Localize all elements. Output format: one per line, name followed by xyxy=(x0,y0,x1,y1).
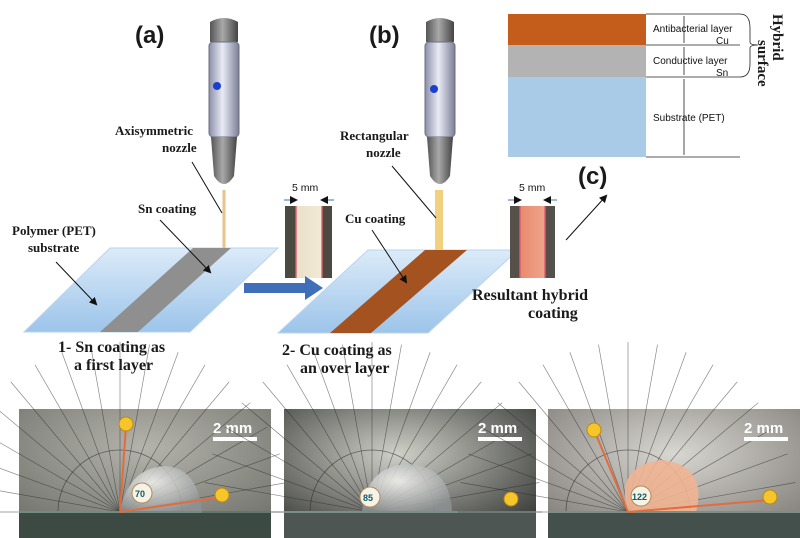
protractor-ray xyxy=(61,352,121,513)
sn-coating-strip xyxy=(100,248,231,332)
contact-angle-1: 70 xyxy=(135,489,145,499)
step1-label-line2: a first layer xyxy=(74,357,153,374)
antibacterial-layer-label: Antibacterial layer xyxy=(653,24,733,35)
rectangular-label: Rectangular nozzle xyxy=(340,128,409,160)
process-arrow xyxy=(244,276,323,300)
cu-layer-label: Cu xyxy=(716,36,729,47)
protractor-ray xyxy=(480,426,629,513)
step2-label-line1: 2- Cu coating as xyxy=(282,342,392,359)
protractor-ray xyxy=(212,453,373,513)
sn-coating-pointer xyxy=(159,219,212,274)
cu-coating-pointer xyxy=(371,229,408,284)
panel-tag-a: (a) xyxy=(135,22,164,49)
axisymmetric-nozzle xyxy=(208,18,240,248)
axisymmetric-label-line1: Axisymmetric xyxy=(115,123,193,138)
contact-angle-photo-3: 122 2 mm xyxy=(458,342,800,538)
protractor-ray xyxy=(0,442,121,513)
cu-coating-label: Cu coating xyxy=(345,211,406,226)
protractor-ray xyxy=(468,453,629,513)
axisymmetric-label-line2: nozzle xyxy=(162,140,197,155)
protractor-ray xyxy=(119,352,179,513)
antibacterial-layer-block xyxy=(508,14,646,45)
scale-bar-1: 2 mm xyxy=(213,420,252,437)
scale-bar-2: 2 mm xyxy=(478,420,517,437)
step2-label: 2- Cu coating as an over layer xyxy=(282,342,392,377)
protractor-ray xyxy=(313,352,373,513)
rectangular-label-line1: Rectangular xyxy=(340,128,409,143)
cu-strip-detail xyxy=(508,196,557,278)
step1-label-line1: 1- Sn coating as xyxy=(58,339,165,356)
axisymmetric-pointer xyxy=(191,161,223,214)
conductive-layer-block xyxy=(508,45,646,77)
protractor-ray xyxy=(0,410,121,513)
protractor-ray xyxy=(0,467,121,513)
protractor-ray xyxy=(90,344,121,513)
protractor-ray xyxy=(286,364,373,513)
hybrid-label: Hybrid xyxy=(769,14,785,61)
panel-tag-c: (c) xyxy=(578,163,607,190)
rectangular-nozzle xyxy=(424,18,456,250)
polymer-label: Polymer (PET) substrate xyxy=(12,223,96,255)
protractor-ray xyxy=(262,381,373,513)
width-label-a: 5 mm xyxy=(292,182,319,194)
protractor-ray xyxy=(460,482,629,513)
protractor-ray xyxy=(518,381,629,513)
substrate-pet-label: Substrate (PET) xyxy=(653,113,725,124)
to-layer-arrow xyxy=(565,194,608,241)
protractor-ray xyxy=(34,364,121,513)
polymer-pointer xyxy=(55,261,98,306)
substrate-block xyxy=(508,77,646,157)
rectangular-pointer xyxy=(391,165,437,219)
protractor-ray xyxy=(224,426,373,513)
sn-layer-label: Sn xyxy=(716,68,728,79)
conductive-layer-label: Conductive layer xyxy=(653,56,728,67)
surface-label: surface xyxy=(754,40,770,87)
protractor-ray xyxy=(10,381,121,513)
resultant-label-line2: coating xyxy=(528,305,578,322)
protractor-ray xyxy=(497,402,629,513)
protractor-ray xyxy=(598,344,629,513)
protractor-ray xyxy=(0,490,121,513)
protractor-ray xyxy=(119,344,150,513)
resultant-label: Resultant hybrid coating xyxy=(472,287,588,322)
sn-coating-label: Sn coating xyxy=(138,201,197,216)
protractor-ray xyxy=(542,364,629,513)
step1-label: 1- Sn coating as a first layer xyxy=(58,339,165,374)
protractor-ray xyxy=(342,344,373,513)
axisymmetric-label: Axisymmetric nozzle xyxy=(115,123,197,155)
contact-angle-photo-1: 70 2 mm xyxy=(0,342,290,538)
polymer-label-line1: Polymer (PET) xyxy=(12,223,96,238)
polymer-label-line2: substrate xyxy=(28,240,80,255)
protractor-ray xyxy=(204,482,373,513)
cu-coating-strip xyxy=(330,250,467,333)
width-label-b: 5 mm xyxy=(519,182,546,194)
step2-label-line2: an over layer xyxy=(300,360,389,377)
contact-angle-2: 85 xyxy=(363,493,373,503)
contact-angle-3: 122 xyxy=(632,492,647,502)
contact-angle-photo-2: 85 2 mm xyxy=(202,342,542,538)
panel-tag-b: (b) xyxy=(369,22,400,49)
rectangular-label-line2: nozzle xyxy=(366,145,401,160)
sn-strip-detail xyxy=(284,196,334,278)
scale-bar-3: 2 mm xyxy=(744,420,783,437)
resultant-label-line1: Resultant hybrid xyxy=(472,287,588,304)
layer-diagram xyxy=(508,13,759,158)
protractor-ray xyxy=(241,402,373,513)
